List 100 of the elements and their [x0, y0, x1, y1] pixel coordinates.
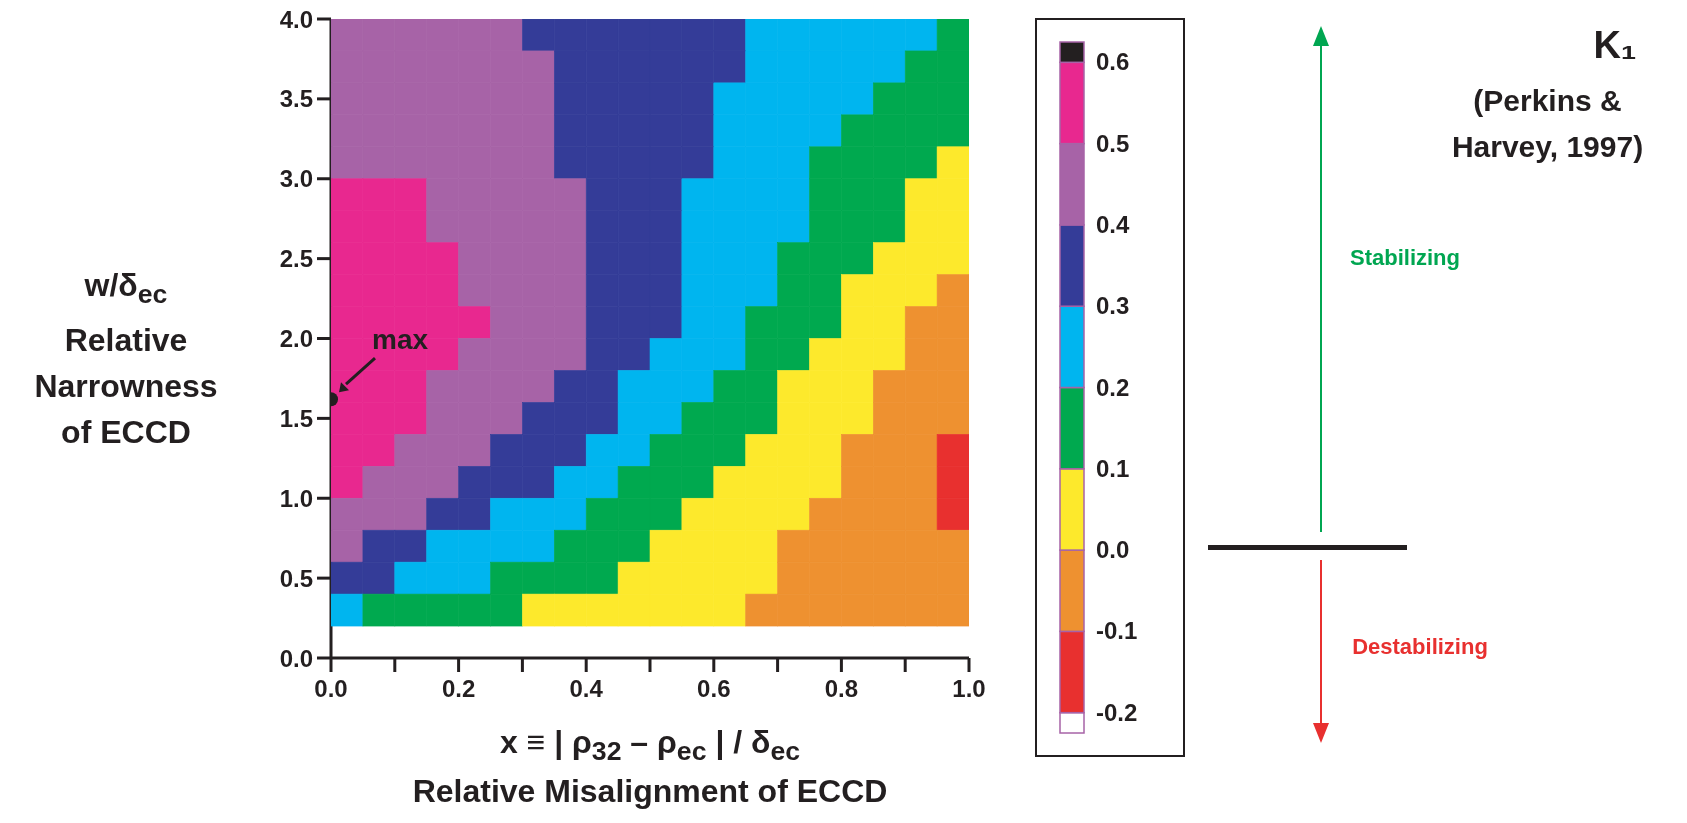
point: [904, 529, 938, 563]
annotation: max: [372, 324, 429, 356]
point: [554, 19, 587, 52]
point: [841, 82, 874, 116]
point: [522, 82, 555, 116]
point: [841, 19, 874, 52]
point: [394, 561, 427, 595]
point: [331, 146, 364, 180]
point: [777, 466, 810, 499]
x-tick-label: 0.0: [314, 675, 348, 703]
point: [745, 210, 778, 243]
point: [331, 82, 364, 116]
y-tick-label: 0.5: [279, 564, 313, 592]
point: [649, 370, 683, 403]
text: (Perkins & Harvey, 1997): [1451, 84, 1644, 163]
point: [585, 434, 619, 467]
point: [777, 19, 810, 52]
x-tick-label: 0.2: [441, 675, 476, 703]
y-tick-label: 0.0: [279, 644, 313, 672]
y-tick-label: 1.5: [279, 404, 313, 432]
point: [936, 466, 969, 499]
point: [331, 306, 364, 339]
color-bar-label: 0.0: [1096, 536, 1130, 564]
point: [873, 50, 906, 84]
point: [458, 306, 491, 339]
y-tick-label: 3.5: [279, 85, 313, 113]
color-bar-label: 0.2: [1096, 373, 1130, 401]
point: [617, 402, 651, 435]
point: [681, 242, 715, 275]
point: [713, 178, 746, 211]
point: [936, 434, 969, 467]
y-tick-label: 2.5: [279, 245, 313, 273]
color-bar-label: 0.1: [1096, 454, 1130, 482]
color-bar-label: 0.3: [1096, 292, 1130, 320]
color-bar-label: -0.1: [1096, 617, 1138, 645]
point: [554, 178, 587, 211]
point: [745, 82, 778, 116]
y-tick-label: 3.0: [279, 165, 313, 193]
point: [873, 19, 906, 52]
y-tick-label: 1.0: [279, 484, 313, 512]
point: [522, 529, 555, 563]
point: [777, 529, 810, 563]
point: [809, 19, 842, 52]
point: [777, 114, 810, 148]
point: [681, 19, 715, 52]
point: [809, 82, 842, 116]
point: [331, 593, 364, 627]
point: [490, 50, 523, 84]
point: [681, 210, 715, 243]
point: [745, 50, 778, 84]
point: [777, 178, 810, 211]
point: [681, 274, 715, 307]
text: Stabilizing: [1350, 245, 1460, 270]
point: [426, 529, 459, 563]
point: [681, 178, 715, 211]
point: [681, 306, 715, 339]
point: [713, 466, 746, 499]
y-tick-label: 4.0: [279, 5, 313, 33]
y-tick-label: 2.0: [279, 325, 313, 353]
point: [554, 466, 587, 499]
point: [649, 402, 683, 435]
point: [745, 274, 778, 307]
color-bar-label: 0.5: [1096, 129, 1130, 157]
point: [522, 50, 555, 84]
point: [936, 497, 969, 531]
color-bar-label: 0.4: [1096, 210, 1131, 238]
point: [458, 210, 491, 243]
color-bar-label: 0.6: [1096, 48, 1130, 76]
point: [426, 561, 459, 595]
point: [522, 146, 555, 180]
point: [904, 19, 938, 52]
text: K₁: [1593, 24, 1637, 66]
point: [522, 178, 555, 211]
point: [426, 210, 459, 243]
point: [777, 561, 810, 595]
point: [713, 114, 746, 148]
point: [745, 466, 778, 499]
point: [713, 274, 746, 307]
x-axis-title: x ≡ | ρ$_{32}$ – ρ$_{ec}$ | / δ$_{ec}$ Relative Misalignment of ECCD: [412, 724, 888, 810]
point: [585, 19, 619, 52]
point: [331, 50, 364, 84]
point: [936, 529, 969, 563]
point: [745, 19, 778, 52]
point: [458, 370, 491, 403]
x-tick-label: 1.0: [952, 675, 986, 703]
point: [554, 210, 587, 243]
point: [522, 497, 555, 531]
point: [490, 529, 523, 563]
point: [522, 19, 555, 52]
point: [522, 370, 555, 403]
point: [426, 146, 459, 180]
point: [777, 210, 810, 243]
point: [554, 497, 587, 531]
point: [777, 146, 810, 180]
point: [713, 306, 746, 339]
x-tick-label: 0.4: [569, 675, 604, 703]
point: [713, 146, 746, 180]
point: [426, 306, 459, 339]
point: [331, 114, 364, 148]
point: [585, 466, 619, 499]
